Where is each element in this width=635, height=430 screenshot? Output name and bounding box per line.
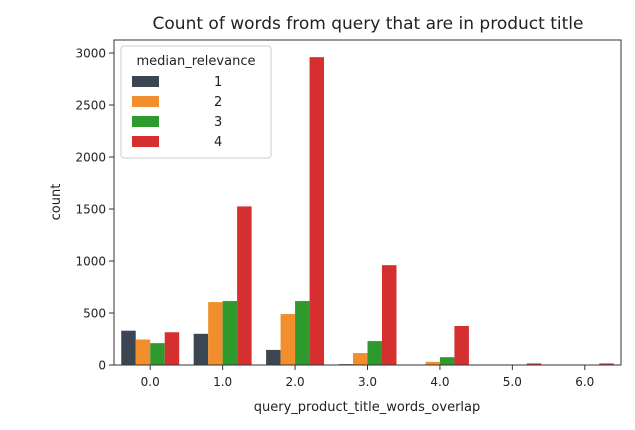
y-axis-label: count xyxy=(49,184,64,221)
legend-swatch xyxy=(132,76,159,87)
x-tick-label: 5.0 xyxy=(503,375,522,389)
x-axis-label: query_product_title_words_overlap xyxy=(254,400,481,415)
bar-series-2-1.0 xyxy=(208,302,222,365)
bar-series-4-4.0 xyxy=(454,326,468,365)
legend-swatch xyxy=(132,96,159,107)
legend-label: 4 xyxy=(214,135,222,150)
bar-series-3-4.0 xyxy=(440,357,454,365)
bar-series-2-0.0 xyxy=(136,340,150,365)
bar-series-2-3.0 xyxy=(353,353,367,365)
legend-label: 3 xyxy=(214,115,222,130)
bar-series-3-2.0 xyxy=(295,301,309,365)
legend-label: 2 xyxy=(214,95,222,110)
x-tick-label: 4.0 xyxy=(430,375,449,389)
bar-series-3-0.0 xyxy=(150,343,164,365)
bar-series-4-2.0 xyxy=(310,57,324,365)
x-tick-label: 0.0 xyxy=(141,375,160,389)
y-tick-label: 2500 xyxy=(75,99,106,113)
legend-title: median_relevance xyxy=(137,54,256,69)
legend-label: 1 xyxy=(214,75,222,90)
x-tick-label: 1.0 xyxy=(213,375,232,389)
bar-series-4-3.0 xyxy=(382,265,396,365)
y-tick-label: 2000 xyxy=(75,151,106,165)
x-tick-label: 2.0 xyxy=(286,375,305,389)
legend-swatch xyxy=(132,116,159,127)
chart-title: Count of words from query that are in pr… xyxy=(153,14,584,34)
x-tick-label: 3.0 xyxy=(358,375,377,389)
bar-series-3-1.0 xyxy=(223,301,237,365)
y-tick-label: 1500 xyxy=(75,203,106,217)
bar-series-1-0.0 xyxy=(121,331,135,365)
x-tick-label: 6.0 xyxy=(575,375,594,389)
bar-series-3-3.0 xyxy=(368,341,382,365)
legend: median_relevance 1 2 3 4 xyxy=(121,46,271,158)
legend-swatch xyxy=(132,136,159,147)
y-axis: 0 500 1000 1500 2000 2500 3000 xyxy=(75,47,114,373)
y-tick-label: 1000 xyxy=(75,255,106,269)
y-tick-label: 0 xyxy=(98,359,106,373)
bar-series-4-0.0 xyxy=(165,332,179,365)
bar-series-4-1.0 xyxy=(237,206,251,365)
bar-series-1-1.0 xyxy=(194,334,208,365)
x-axis: 0.0 1.0 2.0 3.0 4.0 5.0 6.0 xyxy=(141,365,595,389)
bar-series-1-2.0 xyxy=(266,350,280,365)
y-tick-label: 500 xyxy=(83,307,106,321)
bar-series-2-2.0 xyxy=(281,314,295,365)
y-tick-label: 3000 xyxy=(75,47,106,61)
